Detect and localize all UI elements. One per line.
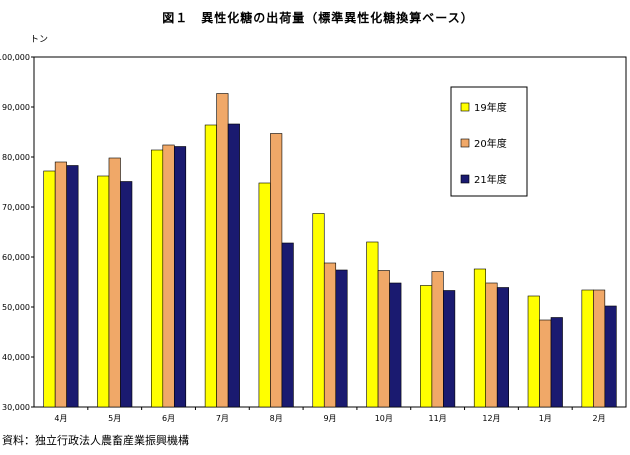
legend: 19年度 20年度 21年度: [450, 86, 528, 197]
bar-19年度-8月: [258, 182, 271, 408]
bar-19年度-5月: [97, 175, 110, 408]
y-tick-label: 90,000: [2, 103, 30, 112]
bar-20年度-6月: [162, 144, 175, 408]
x-tick-label: 7月: [216, 414, 229, 423]
bar-20年度-5月: [108, 157, 121, 408]
x-tick-label: 11月: [429, 414, 447, 423]
bar-20年度-10月: [377, 270, 390, 408]
bars: [43, 93, 617, 408]
legend-swatch-21年度: [460, 174, 470, 184]
x-tick-label: 8月: [270, 414, 283, 423]
chart-title: 図１ 異性化糖の出荷量（標準異性化糖換算ベース）: [162, 10, 473, 25]
bar-20年度-1月: [539, 319, 552, 408]
bar-19年度-7月: [204, 124, 217, 408]
bar-20年度-2月: [593, 289, 606, 408]
bar-19年度-9月: [312, 213, 325, 408]
y-tick-label: 30,000: [2, 403, 30, 412]
x-tick-label: 4月: [54, 414, 67, 423]
x-axis: 4月 5月 6月 7月 8月 9月 10月 11月 12月 1月 2月: [54, 407, 606, 423]
bar-20年度-8月: [270, 133, 283, 408]
legend-swatch-19年度: [460, 102, 470, 112]
bar-19年度-4月: [43, 170, 56, 408]
bar-21年度-7月: [227, 123, 240, 408]
x-tick-label: 10月: [375, 414, 393, 423]
legend-label-19年度: 19年度: [474, 101, 507, 114]
bar-21年度-12月: [496, 287, 510, 408]
legend-label-21年度: 21年度: [474, 173, 507, 186]
bar-19年度-6月: [150, 149, 164, 408]
y-axis-unit: トン: [30, 35, 48, 45]
bar-19年度-10月: [366, 241, 379, 408]
bar-21年度-8月: [281, 242, 294, 408]
bar-21年度-6月: [173, 146, 187, 408]
x-tick-label: 2月: [593, 414, 606, 423]
bar-20年度-12月: [485, 282, 498, 408]
bar-21年度-11月: [443, 290, 456, 408]
bar-19年度-12月: [473, 268, 487, 408]
legend-label-20年度: 20年度: [474, 137, 507, 150]
x-tick-label: 12月: [482, 414, 500, 423]
x-tick-label: 5月: [108, 414, 121, 423]
bar-20年度-9月: [323, 262, 337, 408]
bar-21年度-2月: [604, 305, 617, 408]
bar-20年度-4月: [54, 161, 67, 408]
bar-20年度-7月: [216, 93, 229, 408]
y-axis: 30,000 40,000 50,000 60,000 70,000 80,000 90,0…: [0, 53, 34, 412]
y-tick-label: 70,000: [2, 203, 30, 212]
y-tick-label: 100,000: [0, 53, 30, 62]
bar-21年度-9月: [335, 269, 348, 408]
bar-19年度-11月: [420, 285, 433, 408]
x-tick-label: 1月: [539, 414, 552, 423]
bar-19年度-1月: [527, 295, 540, 408]
legend-swatch-20年度: [460, 138, 470, 148]
bar-21年度-5月: [120, 181, 133, 408]
y-tick-label: 60,000: [2, 253, 30, 262]
bar-21年度-4月: [66, 165, 79, 408]
bar-21年度-10月: [389, 282, 402, 408]
x-tick-label: 9月: [323, 414, 336, 423]
y-tick-label: 80,000: [2, 153, 30, 162]
bar-21年度-1月: [550, 317, 563, 408]
bar-20年度-11月: [431, 271, 444, 408]
source-note: 資料：独立行政法人農畜産業振興機構: [2, 433, 189, 447]
x-tick-label: 6月: [162, 414, 175, 423]
y-tick-label: 50,000: [2, 303, 30, 312]
bar-19年度-2月: [581, 289, 594, 408]
y-tick-label: 40,000: [2, 353, 30, 362]
